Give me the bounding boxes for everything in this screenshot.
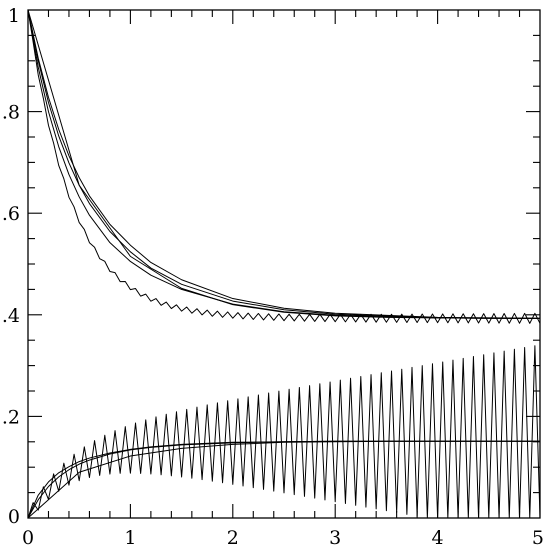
series-line-2 [27, 9, 541, 319]
series-line-3 [27, 9, 541, 319]
x-tick-label: 1 [124, 527, 136, 548]
x-tick-label: 0 [22, 527, 34, 548]
series-line-4 [27, 9, 541, 319]
y-tick-label: .6 [2, 203, 20, 225]
x-tick-label: 2 [227, 527, 239, 548]
label-layer: 0 1 2 3 4 5 0 .2 .4 .6 .8 1 [2, 5, 544, 548]
y-tick-label: 1 [8, 5, 20, 27]
tick-layer [28, 10, 540, 518]
y-tick-label: .2 [2, 406, 20, 428]
y-tick-label: .8 [2, 102, 20, 124]
series-line-6 [27, 440, 540, 519]
series-line-8 [27, 9, 541, 324]
series-layer [27, 9, 541, 519]
x-tick-label: 4 [432, 527, 444, 548]
series-line-5 [27, 440, 540, 519]
y-tick-label: .4 [2, 305, 20, 327]
y-tick-label: 0 [8, 506, 20, 528]
series-line-7 [27, 440, 540, 519]
series-line-1 [27, 9, 540, 319]
series-line-9 [27, 345, 541, 519]
x-tick-label: 5 [532, 527, 544, 548]
x-tick-label: 3 [329, 527, 341, 548]
